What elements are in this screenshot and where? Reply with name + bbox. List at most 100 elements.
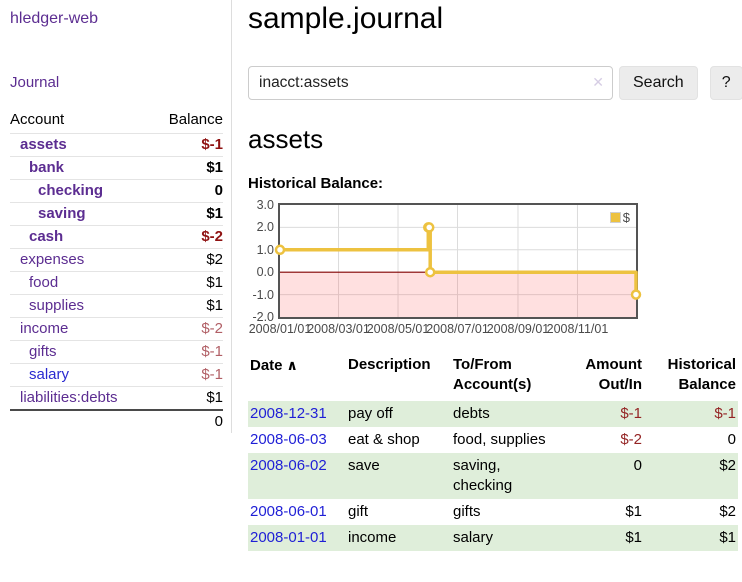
account-name-cell: expenses (10, 248, 152, 272)
transaction-date-link[interactable]: 2008-06-02 (250, 457, 327, 474)
date-cell: 2008-06-03 (248, 427, 346, 453)
legend-swatch-icon (609, 212, 621, 223)
account-cell: salary (451, 525, 564, 551)
main-content: sample.journal ✕ Search ? assets Histori… (232, 0, 742, 551)
account-name-cell: assets (10, 133, 152, 157)
register-row: 2008-06-03 eat & shop food, supplies $-2 0 (248, 427, 738, 453)
balance-chart: $ 2008/01/01 2008/03/01 2008/05/01 2008/07/… (248, 198, 642, 337)
chart-x-tick-label: 2008/07/01 (426, 322, 489, 336)
account-column-header-register: To/From Account(s) (453, 356, 532, 393)
account-balance: $1 (151, 386, 223, 410)
account-link-saving[interactable]: saving (38, 205, 86, 222)
accounts-table-header: Account Balance (10, 107, 223, 134)
balance-cell: 0 (727, 431, 736, 448)
chart-y-tick-label: 0.0 (256, 265, 274, 280)
date-cell: 2008-01-01 (248, 525, 346, 551)
transaction-date-link[interactable]: 2008-06-03 (250, 431, 327, 448)
description-cell: gift (348, 503, 369, 520)
transaction-date-link[interactable]: 2008-06-01 (250, 503, 327, 520)
description-cell: income (346, 525, 451, 551)
account-link-bank[interactable]: bank (29, 159, 65, 176)
chart-plot-area: $ (274, 203, 642, 319)
account-balance: $1 (151, 156, 223, 180)
account-balance: $2 (151, 248, 223, 272)
transaction-date-link[interactable]: 2008-01-01 (250, 529, 327, 546)
amount-column-header: Amount Out/In (585, 356, 642, 393)
account-cell: food, supplies (453, 431, 546, 448)
accounts-table: Account Balance assets $-1 bank $1 checking 0… (10, 107, 223, 433)
account-link-expenses[interactable]: expenses (20, 251, 85, 268)
account-link-food[interactable]: food (29, 274, 59, 291)
account-link-income[interactable]: income (20, 320, 69, 337)
chart-x-tick-label: 2008/11/01 (546, 322, 609, 336)
account-link-checking[interactable]: checking (38, 182, 104, 199)
account-balance: $1 (151, 202, 223, 226)
account-row: salary $-1 (10, 363, 223, 387)
chart-x-tick-label: 2008/09/01 (486, 322, 550, 336)
brand-link[interactable]: hledger-web (10, 10, 99, 27)
chart-x-axis-labels: 2008/01/01 2008/03/01 2008/05/01 2008/07/01… (248, 319, 642, 337)
chart-legend: $ (608, 210, 631, 225)
amount-cell: 0 (564, 453, 644, 499)
chart-y-tick-label: 2.0 (256, 220, 274, 235)
balance-column-header: Balance (168, 111, 223, 128)
account-link-salary[interactable]: salary (29, 366, 70, 383)
search-bar: ✕ Search ? (248, 66, 742, 100)
chart-x-tick-label: 2008/01/01 (248, 322, 312, 336)
search-input-wrap: ✕ (248, 66, 613, 100)
chart-y-tick-label: 3.0 (256, 198, 274, 212)
page-title: sample.journal (248, 2, 444, 35)
help-button[interactable]: ? (709, 66, 742, 100)
account-balance: $-2 (151, 225, 223, 249)
account-row: expenses $2 (10, 248, 223, 272)
balance-cell: $-1 (644, 401, 738, 427)
date-cell: 2008-06-01 (248, 499, 346, 525)
account-row: food $1 (10, 271, 223, 295)
account-link-liabilities-debts[interactable]: liabilities:debts (20, 389, 118, 406)
chart-y-tick-label: 1.0 (256, 242, 274, 257)
sidebar-item-journal[interactable]: Journal (10, 74, 60, 91)
sort-up-icon: ∧ (286, 357, 298, 373)
register-row: 2008-06-02 save saving, checking 0 $2 (248, 453, 738, 499)
balance-column-header-register: Historical Balance (667, 356, 736, 393)
account-name-cell: checking (10, 179, 152, 203)
account-link-supplies[interactable]: supplies (29, 297, 85, 314)
account-row: supplies $1 (10, 294, 223, 318)
account-balance: 0 (151, 179, 223, 203)
account-link-assets[interactable]: assets (20, 136, 67, 153)
clear-search-icon[interactable]: ✕ (592, 74, 604, 90)
sidebar: hledger-web Journal Account Balance asse… (0, 0, 232, 433)
register-header-row: Date ∧ Description To/From Account(s) Amou… (248, 353, 738, 401)
date-column-header[interactable]: Date ∧ (250, 357, 298, 374)
account-cell: gifts (453, 503, 481, 520)
register-row: 2008-01-01 income salary $1 $1 (248, 525, 738, 551)
chart-canvas (274, 205, 642, 317)
account-balance: $1 (151, 294, 223, 318)
register-row: 2008-12-31 pay off debts $-1 $-1 (248, 401, 738, 427)
account-link-cash[interactable]: cash (29, 228, 64, 245)
description-cell: pay off (346, 401, 451, 427)
chart-y-tick-label: -1.0 (252, 287, 274, 302)
account-name-cell: food (10, 271, 152, 295)
account-name-cell: liabilities:debts (10, 386, 152, 410)
account-row: gifts $-1 (10, 340, 223, 364)
search-input[interactable] (248, 66, 613, 100)
amount-cell: $1 (625, 503, 642, 520)
chart-x-tick-label: 2008/03/01 (307, 322, 370, 336)
amount-cell: $-1 (564, 401, 644, 427)
account-column-header: Account (10, 111, 65, 128)
amount-cell: $-2 (620, 431, 642, 448)
transaction-date-link[interactable]: 2008-12-31 (250, 405, 327, 422)
account-name-cell: salary (10, 363, 152, 387)
account-name-cell: saving (10, 202, 152, 226)
account-name-cell: gifts (10, 340, 152, 364)
description-cell: save (346, 453, 451, 499)
account-heading: assets (248, 124, 324, 154)
account-link-gifts[interactable]: gifts (29, 343, 57, 360)
accounts-total-row: 0 (10, 409, 223, 433)
description-column-header: Description (348, 356, 431, 373)
account-cell: saving, checking (451, 453, 564, 499)
search-button[interactable]: Search (619, 66, 698, 100)
chart-x-tick-label: 2008/05/01 (366, 322, 430, 336)
balance-cell: $2 (644, 453, 738, 499)
